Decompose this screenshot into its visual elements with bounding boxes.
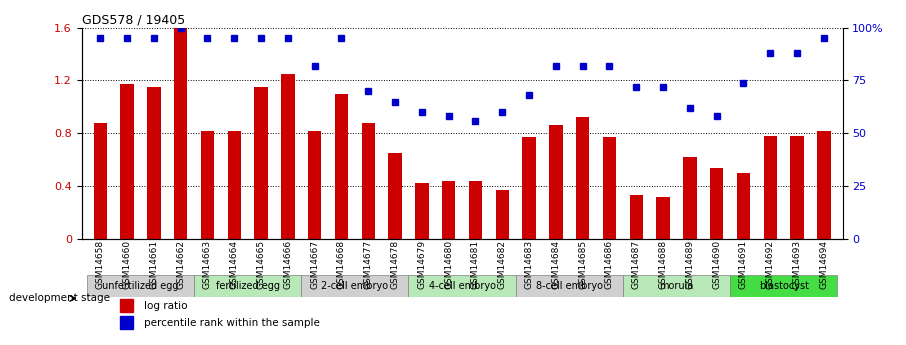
Bar bbox=[630, 195, 643, 239]
Text: percentile rank within the sample: percentile rank within the sample bbox=[144, 318, 320, 328]
Text: GSM14663: GSM14663 bbox=[203, 240, 212, 289]
Bar bbox=[389, 153, 401, 239]
Bar bbox=[120, 85, 134, 239]
Text: GSM14691: GSM14691 bbox=[739, 240, 748, 289]
Text: blastocyst: blastocyst bbox=[758, 281, 809, 291]
Bar bbox=[87, 275, 194, 297]
Bar bbox=[790, 136, 804, 239]
Text: GSM14680: GSM14680 bbox=[444, 240, 453, 289]
Text: 2-cell embryo: 2-cell embryo bbox=[322, 281, 389, 291]
Bar bbox=[255, 87, 268, 239]
Text: GSM14681: GSM14681 bbox=[471, 240, 480, 289]
Text: GSM14677: GSM14677 bbox=[364, 240, 372, 289]
Text: 4-cell embryo: 4-cell embryo bbox=[429, 281, 496, 291]
Bar bbox=[361, 122, 375, 239]
Text: GSM14686: GSM14686 bbox=[605, 240, 614, 289]
Text: GSM14678: GSM14678 bbox=[390, 240, 400, 289]
Bar bbox=[120, 316, 133, 329]
Bar bbox=[442, 181, 456, 239]
Bar bbox=[602, 137, 616, 239]
Text: GSM14688: GSM14688 bbox=[659, 240, 668, 289]
Bar bbox=[576, 117, 589, 239]
Bar bbox=[281, 74, 294, 239]
Bar bbox=[302, 275, 409, 297]
Bar bbox=[549, 125, 563, 239]
Bar bbox=[409, 275, 516, 297]
Text: GSM14662: GSM14662 bbox=[176, 240, 185, 289]
Bar bbox=[710, 168, 723, 239]
Bar bbox=[737, 173, 750, 239]
Bar bbox=[335, 93, 348, 239]
Bar bbox=[817, 130, 831, 239]
Bar bbox=[308, 130, 322, 239]
Bar bbox=[93, 122, 107, 239]
Bar bbox=[468, 181, 482, 239]
Text: GSM14665: GSM14665 bbox=[256, 240, 265, 289]
Bar bbox=[147, 87, 160, 239]
Bar bbox=[227, 130, 241, 239]
Text: GSM14692: GSM14692 bbox=[766, 240, 775, 289]
Text: fertilized egg: fertilized egg bbox=[216, 281, 280, 291]
Text: GSM14658: GSM14658 bbox=[96, 240, 105, 289]
Text: GSM14690: GSM14690 bbox=[712, 240, 721, 289]
Text: GSM14684: GSM14684 bbox=[552, 240, 560, 289]
Bar bbox=[174, 28, 188, 239]
Text: GSM14679: GSM14679 bbox=[418, 240, 427, 289]
Text: GSM14664: GSM14664 bbox=[230, 240, 239, 289]
Text: GSM14689: GSM14689 bbox=[685, 240, 694, 289]
Text: log ratio: log ratio bbox=[144, 301, 188, 311]
Text: GSM14693: GSM14693 bbox=[793, 240, 802, 289]
Text: GDS578 / 19405: GDS578 / 19405 bbox=[82, 13, 185, 27]
Text: GSM14667: GSM14667 bbox=[310, 240, 319, 289]
Text: GSM14668: GSM14668 bbox=[337, 240, 346, 289]
Text: GSM14685: GSM14685 bbox=[578, 240, 587, 289]
Bar bbox=[683, 157, 697, 239]
Text: GSM14683: GSM14683 bbox=[525, 240, 534, 289]
Bar bbox=[415, 183, 429, 239]
Bar bbox=[120, 299, 133, 312]
Text: GSM14694: GSM14694 bbox=[819, 240, 828, 289]
Text: unfertilized egg: unfertilized egg bbox=[102, 281, 178, 291]
Text: GSM14660: GSM14660 bbox=[122, 240, 131, 289]
Bar bbox=[516, 275, 622, 297]
Text: 8-cell embryo: 8-cell embryo bbox=[535, 281, 602, 291]
Text: development stage: development stage bbox=[9, 294, 110, 303]
Text: GSM14666: GSM14666 bbox=[284, 240, 293, 289]
Bar bbox=[496, 190, 509, 239]
Bar bbox=[656, 197, 670, 239]
Bar bbox=[523, 137, 535, 239]
Bar bbox=[622, 275, 730, 297]
Bar bbox=[201, 130, 214, 239]
Bar bbox=[730, 275, 837, 297]
Text: GSM14687: GSM14687 bbox=[631, 240, 641, 289]
Text: morula: morula bbox=[660, 281, 694, 291]
Text: GSM14682: GSM14682 bbox=[497, 240, 506, 289]
Bar bbox=[764, 136, 777, 239]
Bar bbox=[194, 275, 302, 297]
Text: GSM14661: GSM14661 bbox=[149, 240, 159, 289]
